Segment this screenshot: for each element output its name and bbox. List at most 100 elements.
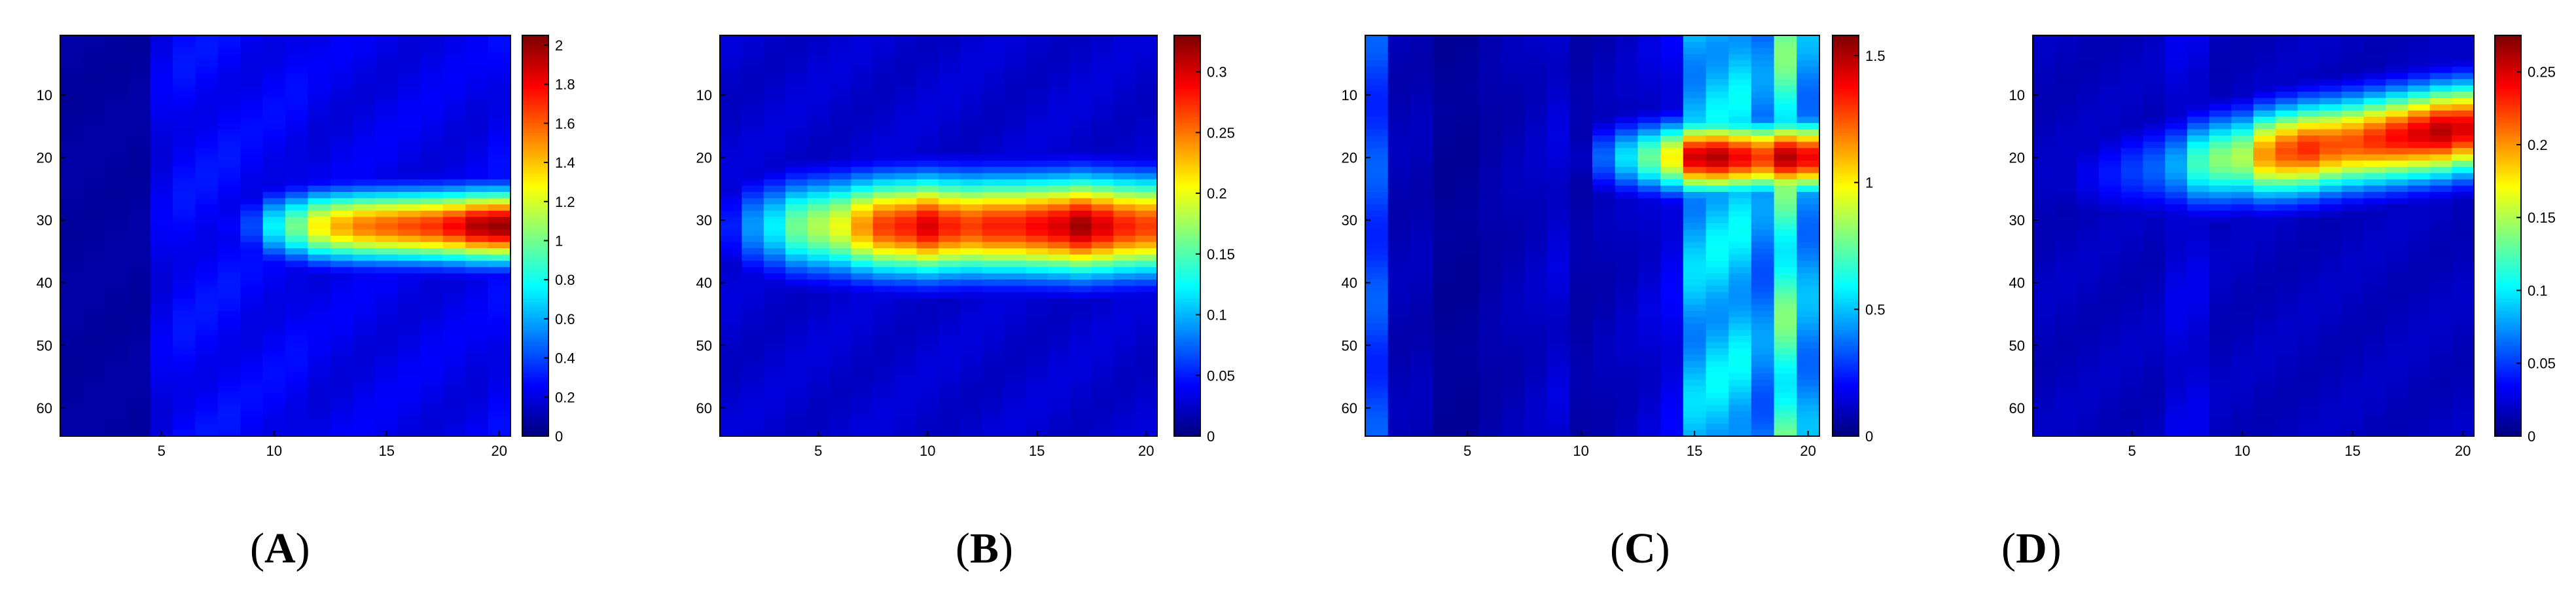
colorbar-segment [1174, 407, 1200, 412]
heatmap-cell [1751, 210, 1775, 217]
colorbar-segment [522, 411, 548, 415]
heatmap-cell [742, 148, 764, 155]
colorbar-tick-label: 0 [1865, 428, 1873, 445]
heatmap-cell [330, 405, 353, 412]
heatmap-cell [2143, 141, 2166, 149]
heatmap-cell [2231, 73, 2254, 80]
heatmap-cell [2120, 286, 2144, 293]
heatmap-cell [105, 342, 128, 349]
heatmap-cell [217, 398, 241, 405]
heatmap-cell [173, 198, 196, 205]
heatmap-cell [851, 92, 874, 99]
heatmap-cell [195, 104, 219, 111]
heatmap-cell [982, 136, 1005, 143]
heatmap-cell [442, 217, 466, 224]
colorbar-segment [522, 157, 548, 161]
heatmap-cell [195, 66, 219, 73]
heatmap-cell [960, 73, 983, 80]
heatmap-cell [982, 367, 1005, 374]
heatmap-cell [1478, 129, 1502, 136]
heatmap-cell [60, 110, 83, 117]
heatmap-cell [375, 323, 399, 331]
heatmap-cell [217, 379, 241, 387]
heatmap-cell [1410, 148, 1434, 155]
heatmap-cell [2099, 117, 2122, 124]
heatmap-cell [1456, 411, 1480, 418]
heatmap-cell [1524, 173, 1548, 180]
heatmap-cell [742, 292, 764, 299]
heatmap-cell [465, 198, 489, 205]
heatmap-cell [1433, 417, 1457, 424]
heatmap-cell [1592, 348, 1616, 356]
heatmap-cell [420, 430, 444, 437]
heatmap-cell [2209, 292, 2232, 299]
heatmap-cell [895, 54, 918, 61]
heatmap-cell [105, 229, 128, 236]
heatmap-cell [1365, 60, 1389, 67]
heatmap-cell [82, 248, 106, 255]
heatmap-cell [807, 279, 830, 287]
heatmap-cell [1637, 85, 1661, 92]
heatmap-cell [763, 398, 786, 405]
heatmap-cell [1135, 305, 1158, 312]
heatmap-cell [872, 398, 895, 405]
heatmap-cell [939, 198, 961, 205]
heatmap-cell [420, 361, 444, 368]
heatmap-cell [1524, 348, 1548, 356]
heatmap-cell [420, 354, 444, 361]
heatmap-cell [1592, 204, 1616, 212]
heatmap-cell [829, 79, 851, 86]
heatmap-cell [1501, 411, 1525, 418]
heatmap-cell [1456, 342, 1480, 349]
colorbar-segment [1174, 232, 1200, 236]
heatmap-cell [1501, 141, 1525, 149]
heatmap-cell [1637, 185, 1661, 193]
heatmap-cell [1135, 386, 1158, 393]
heatmap-cell [1524, 141, 1548, 149]
heatmap-cell [1683, 217, 1707, 224]
heatmap-cell [1774, 92, 1797, 99]
heatmap-cell [720, 329, 742, 337]
heatmap-cell [1728, 254, 1752, 261]
colorbar-segment [522, 122, 548, 127]
heatmap-cell [150, 85, 173, 92]
heatmap-cell [829, 122, 851, 130]
heatmap-cell [1569, 386, 1593, 393]
heatmap-cell [720, 348, 742, 356]
heatmap-cell [742, 417, 764, 424]
heatmap-cell [398, 317, 421, 324]
heatmap-cell [2077, 329, 2100, 337]
colorbar-segment [1833, 192, 1859, 196]
heatmap-cell [982, 104, 1005, 111]
heatmap-cell [1615, 279, 1638, 287]
heatmap-cell [1592, 248, 1616, 255]
heatmap-cell [2209, 373, 2232, 380]
colorbar: 00.511.5 [1832, 35, 1886, 445]
heatmap-cell [807, 66, 830, 73]
colorbar-segment [1174, 414, 1200, 418]
heatmap-cell [240, 54, 264, 61]
heatmap-cell [872, 379, 895, 387]
heatmap-cell [2253, 98, 2276, 105]
heatmap-cell [872, 367, 895, 374]
heatmap-cell [1774, 104, 1797, 111]
heatmap-cell [960, 117, 983, 124]
heatmap-cell [1706, 66, 1729, 73]
heatmap-cell [1478, 217, 1502, 224]
heatmap-cell [763, 261, 786, 268]
heatmap-cell [1683, 110, 1707, 117]
heatmap-cell [1091, 329, 1114, 337]
heatmap-cell [217, 166, 241, 174]
heatmap-cell [1797, 411, 1820, 418]
heatmap-cell [195, 242, 219, 249]
heatmap-cell [128, 117, 151, 124]
heatmap-cell [1706, 129, 1729, 136]
heatmap-cell [960, 141, 983, 149]
heatmap-cell [720, 236, 742, 243]
heatmap-cell [1410, 192, 1434, 199]
heatmap-cell [763, 423, 786, 431]
heatmap-cell [1004, 254, 1027, 261]
heatmap-cell [1547, 85, 1570, 92]
colorbar-segment [522, 48, 548, 52]
colorbar-segment [1174, 69, 1200, 73]
